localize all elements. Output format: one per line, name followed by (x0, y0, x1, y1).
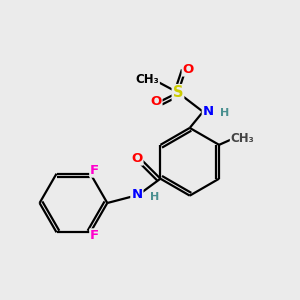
Text: S: S (173, 85, 183, 100)
Text: O: O (183, 62, 194, 76)
Text: O: O (131, 152, 142, 165)
Text: O: O (150, 95, 161, 108)
Text: N: N (203, 105, 214, 118)
Text: F: F (90, 230, 99, 242)
Text: H: H (220, 108, 230, 118)
Text: H: H (150, 192, 159, 202)
Text: F: F (90, 164, 99, 177)
Text: N: N (131, 188, 142, 201)
Text: CH₃: CH₃ (231, 133, 254, 146)
Text: CH₃: CH₃ (135, 73, 159, 86)
